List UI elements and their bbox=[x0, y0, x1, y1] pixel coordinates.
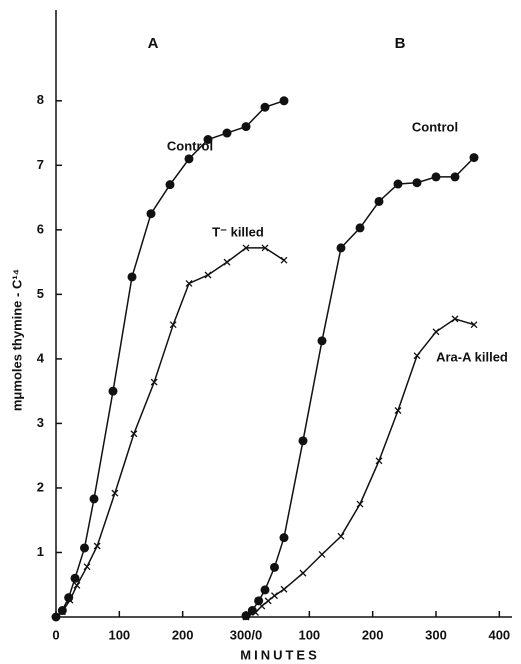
point bbox=[165, 180, 175, 190]
point bbox=[258, 602, 266, 610]
point bbox=[184, 154, 194, 164]
point bbox=[450, 172, 460, 182]
x-tick-label: 200 bbox=[362, 627, 384, 642]
point bbox=[317, 336, 327, 346]
point bbox=[393, 179, 403, 189]
x-tick-label: 0 bbox=[52, 627, 59, 642]
point bbox=[70, 573, 80, 583]
point bbox=[111, 489, 119, 497]
point bbox=[432, 328, 440, 336]
y-tick-label: 6 bbox=[37, 221, 44, 236]
point bbox=[337, 532, 345, 540]
point bbox=[169, 321, 177, 329]
point bbox=[355, 223, 365, 233]
point bbox=[470, 321, 478, 329]
y-tick-label: 3 bbox=[37, 415, 44, 430]
point bbox=[260, 585, 270, 595]
y-tick-label: 5 bbox=[37, 286, 44, 301]
point bbox=[279, 533, 289, 543]
x-axis-label: MINUTES bbox=[240, 647, 320, 662]
panel-label: A bbox=[148, 35, 159, 52]
y-tick-label: 7 bbox=[37, 157, 44, 172]
curve bbox=[55, 247, 285, 618]
point bbox=[336, 243, 346, 253]
point bbox=[261, 244, 269, 252]
point bbox=[93, 542, 101, 550]
point bbox=[241, 122, 251, 132]
x-tick-label: 300 bbox=[425, 627, 447, 642]
point bbox=[241, 611, 251, 621]
point bbox=[130, 430, 138, 438]
point bbox=[58, 608, 66, 616]
point bbox=[150, 378, 158, 386]
point bbox=[254, 596, 264, 606]
point bbox=[451, 315, 459, 323]
point bbox=[83, 563, 91, 571]
y-tick-label: 2 bbox=[37, 479, 44, 494]
point bbox=[127, 272, 137, 282]
point bbox=[299, 569, 307, 577]
point bbox=[271, 592, 278, 600]
point bbox=[222, 128, 232, 138]
y-axis-label: mμmoles thymine - C¹⁴ bbox=[9, 269, 24, 411]
point bbox=[203, 135, 213, 145]
x-tick-label: 300/0 bbox=[230, 627, 263, 642]
series-label: T⁻ killed bbox=[212, 224, 264, 239]
point bbox=[280, 585, 288, 593]
y-tick-label: 4 bbox=[37, 350, 45, 365]
y-tick-label: 8 bbox=[37, 92, 44, 107]
point bbox=[412, 178, 422, 188]
series-label: Ara-A killed bbox=[436, 349, 508, 364]
point bbox=[146, 209, 156, 219]
series-label: Control bbox=[167, 138, 213, 153]
point bbox=[374, 196, 384, 206]
point bbox=[356, 500, 364, 508]
point bbox=[279, 96, 289, 106]
point bbox=[260, 102, 270, 112]
point bbox=[185, 279, 193, 287]
point bbox=[80, 543, 89, 553]
x-tick-label: 100 bbox=[108, 627, 130, 642]
x-tick-label: 200 bbox=[172, 627, 194, 642]
curve bbox=[55, 100, 285, 618]
curve bbox=[245, 157, 475, 617]
point bbox=[252, 609, 259, 616]
series-label: Control bbox=[412, 119, 458, 134]
point bbox=[298, 436, 308, 446]
point bbox=[204, 271, 212, 279]
point bbox=[394, 407, 402, 414]
point bbox=[108, 386, 118, 396]
x-tick-label: 400 bbox=[488, 627, 510, 642]
point bbox=[264, 597, 272, 605]
point bbox=[413, 352, 421, 360]
point bbox=[280, 256, 288, 264]
y-tick-label: 1 bbox=[37, 544, 44, 559]
point bbox=[89, 494, 99, 504]
point bbox=[469, 153, 479, 163]
point bbox=[318, 550, 326, 558]
x-tick-label: 100 bbox=[298, 627, 320, 642]
panel-label: B bbox=[395, 35, 406, 52]
point bbox=[270, 562, 279, 572]
point bbox=[431, 172, 441, 182]
point bbox=[242, 244, 250, 252]
point bbox=[223, 258, 231, 266]
point bbox=[242, 613, 250, 621]
point bbox=[52, 613, 60, 621]
point bbox=[66, 596, 74, 604]
point bbox=[73, 581, 81, 589]
point bbox=[375, 457, 383, 465]
